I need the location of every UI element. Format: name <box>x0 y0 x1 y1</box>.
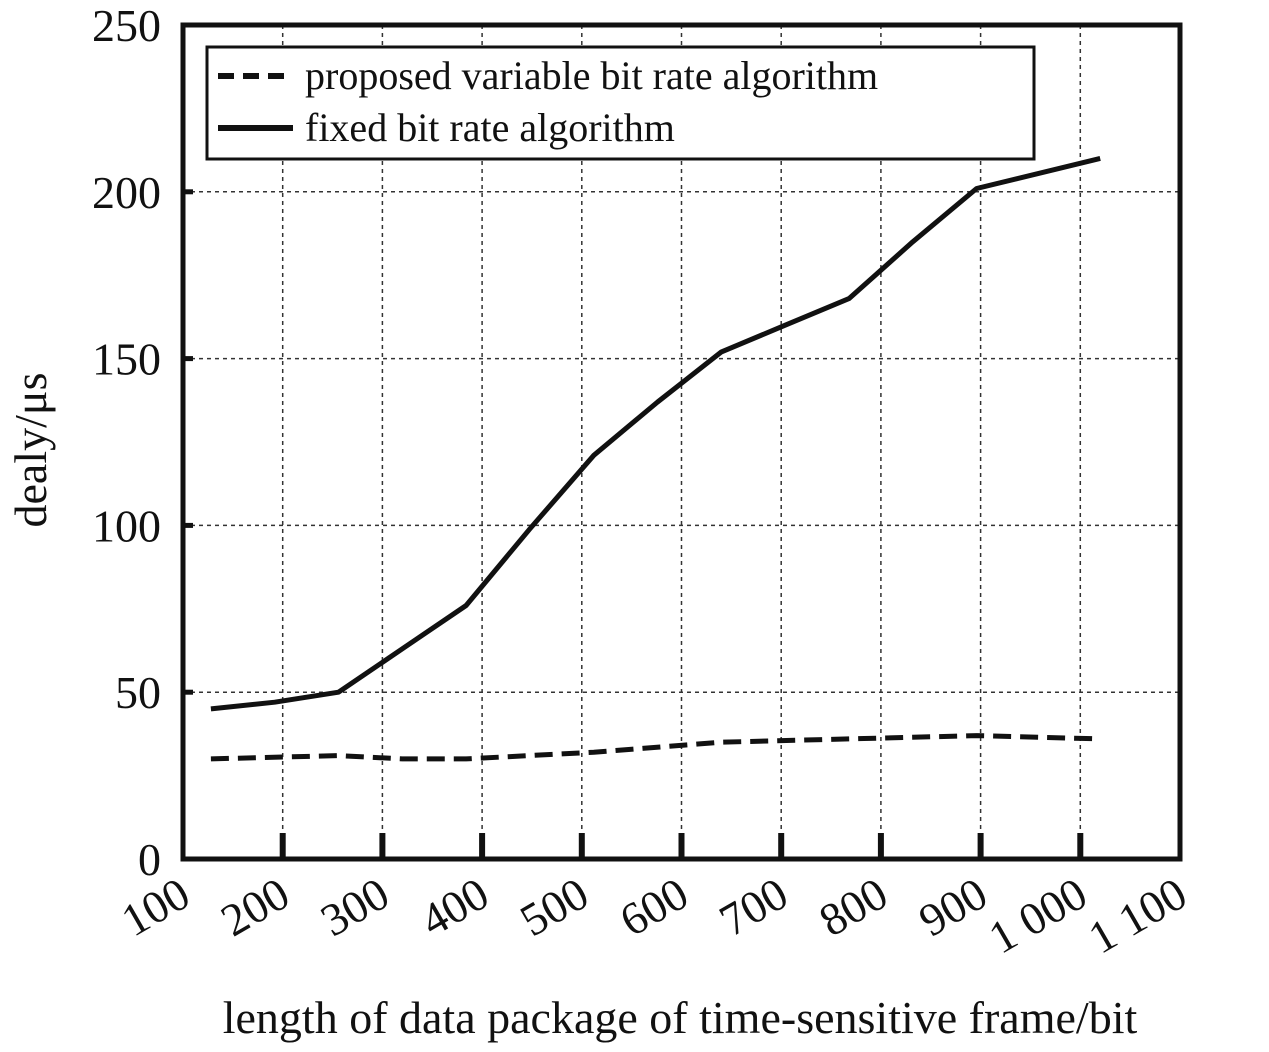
y-tick-label: 0 <box>138 834 161 885</box>
x-tick-label: 1 100 <box>1080 867 1195 963</box>
x-axis-label: length of data package of time-sensitive… <box>223 992 1138 1043</box>
y-axis-label: dealy/μs <box>5 373 56 528</box>
grid-lines <box>183 25 1180 859</box>
series-line-fixed-bit-rate <box>210 155 1101 712</box>
y-tick-label: 50 <box>115 667 161 718</box>
series-line-proposed-variable-bit-rate <box>210 733 1101 762</box>
x-tick-label: 700 <box>711 867 796 946</box>
x-tick-label: 100 <box>113 867 198 946</box>
y-tick-label: 200 <box>92 167 161 218</box>
x-tick-label: 600 <box>611 867 696 946</box>
legend-box <box>205 45 1036 161</box>
x-tick-label: 800 <box>811 867 896 946</box>
legend-label-series-2: fixed bit rate algorithm <box>305 105 675 150</box>
legend: proposed variable bit rate algorithm fix… <box>205 45 1036 161</box>
y-axis-tick-labels: 0 50 100 150 200 250 <box>92 0 161 885</box>
series-layer <box>210 155 1101 762</box>
axis-ticks <box>183 22 1084 862</box>
x-tick-label: 200 <box>212 867 297 946</box>
y-tick-label: 250 <box>92 0 161 51</box>
y-tick-label: 150 <box>92 334 161 385</box>
x-tick-label: 400 <box>412 867 497 946</box>
x-tick-label: 500 <box>512 867 597 946</box>
x-tick-label: 300 <box>312 867 397 946</box>
legend-label-series-1: proposed variable bit rate algorithm <box>305 53 878 98</box>
y-tick-label: 100 <box>92 500 161 551</box>
x-tick-label: 1 000 <box>980 867 1095 963</box>
x-tick-label: 900 <box>910 867 995 946</box>
